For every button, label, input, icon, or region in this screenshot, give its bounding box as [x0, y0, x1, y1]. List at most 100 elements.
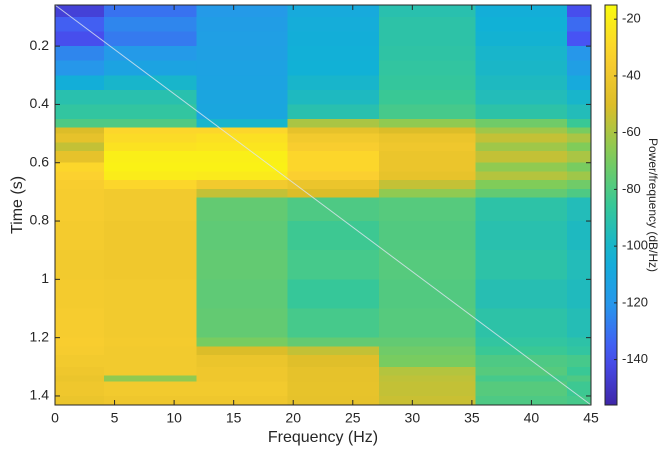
x-tick-label: 15 [226, 410, 242, 426]
heatmap-cell [475, 366, 568, 377]
colorbar-tick-label: -120 [622, 294, 648, 309]
heatmap-cell [567, 375, 591, 382]
heatmap-cell [55, 133, 105, 143]
heatmap-cell [55, 16, 105, 33]
heatmap-cell [103, 375, 198, 382]
heatmap-cell [196, 171, 288, 181]
heatmap-cell [567, 180, 591, 190]
heatmap-cell [196, 337, 288, 347]
heatmap-cell [287, 104, 380, 120]
heatmap-cell [287, 366, 380, 377]
colorbar-tick-label: -80 [622, 181, 641, 196]
heatmap-cell [475, 221, 568, 251]
heatmap-cell [103, 75, 198, 91]
heatmap-cell [475, 346, 568, 356]
heatmap-cell [378, 5, 476, 18]
heatmap-cell [475, 180, 568, 190]
heatmap-cell [378, 60, 476, 76]
heatmap-cell [378, 250, 476, 280]
heatmap-cell [287, 308, 380, 339]
heatmap-cell [196, 104, 288, 120]
heatmap-cell [287, 75, 380, 91]
heatmap-cell [55, 118, 105, 129]
heatmap-cell [287, 346, 380, 356]
heatmap-cell [567, 366, 591, 377]
heatmap-cell [287, 162, 380, 172]
heatmap-cell [378, 375, 476, 382]
x-tick-label: 40 [524, 410, 540, 426]
colorbar-tick-label: -140 [622, 351, 648, 366]
heatmap-cell [196, 197, 288, 222]
heatmap-cell [475, 337, 568, 347]
heatmap-cell [103, 5, 198, 18]
heatmap-cell [103, 31, 198, 47]
heatmap-cell [475, 142, 568, 152]
heatmap-cell [196, 355, 288, 368]
heatmap-cell [287, 118, 380, 129]
heatmap-cell [475, 375, 568, 382]
heatmap-cell [103, 89, 198, 105]
heatmap-cell [287, 151, 380, 164]
heatmap-cell [287, 180, 380, 190]
heatmap-cell [287, 279, 380, 309]
heatmap-cell [103, 355, 198, 368]
y-tick-label: 0.6 [30, 153, 50, 169]
heatmap-cell [378, 366, 476, 377]
heatmap-cell [103, 346, 198, 356]
heatmap-cell [103, 180, 198, 190]
heatmap-cell [378, 171, 476, 181]
heatmap-cell [378, 279, 476, 309]
heatmap-cell [196, 118, 288, 129]
x-tick-label: 5 [111, 410, 119, 426]
heatmap-cell [103, 171, 198, 181]
heatmap-cell [196, 5, 288, 18]
heatmap-cell [378, 142, 476, 152]
heatmap-cell [475, 151, 568, 164]
heatmap-cell [196, 180, 288, 190]
heatmap-cell [196, 142, 288, 152]
heatmap-cell [567, 5, 591, 18]
heatmap-cell [55, 127, 105, 135]
heatmap-cell [103, 127, 198, 135]
x-tick-label: 0 [51, 410, 59, 426]
heatmap-cell [55, 89, 105, 105]
colorbar-tick-label: -40 [622, 67, 641, 82]
heatmap-cell [287, 395, 380, 405]
heatmap-cell [196, 133, 288, 143]
colorbar-label: Power/frequency (dB/Hz) [646, 138, 660, 272]
heatmap-cell [55, 75, 105, 91]
heatmap-cell [378, 337, 476, 347]
heatmap-cell [287, 89, 380, 105]
heatmap-cell [103, 366, 198, 377]
heatmap-cell [103, 118, 198, 129]
colorbar [604, 4, 618, 406]
heatmap-cell [196, 381, 288, 397]
heatmap-cell [378, 133, 476, 143]
heatmap-cell [103, 308, 198, 339]
heatmap-cell [287, 142, 380, 152]
heatmap-cell [475, 89, 568, 105]
heatmap-cell [378, 395, 476, 405]
heatmap-cell [196, 127, 288, 135]
heatmap-cell [475, 250, 568, 280]
heatmap-cell [287, 250, 380, 280]
heatmap-cell [55, 366, 105, 377]
heatmap-cell [475, 133, 568, 143]
heatmap-cell [378, 31, 476, 47]
y-tick-label: 0.2 [30, 37, 50, 53]
heatmap-cell [378, 118, 476, 129]
heatmap-cell [103, 197, 198, 222]
heatmap-cell [567, 197, 591, 222]
heatmap-cell [567, 355, 591, 368]
heatmap-cell [475, 46, 568, 62]
heatmap-cell [567, 151, 591, 164]
heatmap-cell [103, 46, 198, 62]
heatmap-cell [287, 60, 380, 76]
heatmap-cell [196, 395, 288, 405]
heatmap-cell [55, 162, 105, 172]
heatmap-cell [103, 16, 198, 33]
x-tick-label: 10 [166, 410, 182, 426]
heatmap-cell [103, 104, 198, 120]
heatmap-cell [378, 75, 476, 91]
heatmap-cell [378, 221, 476, 251]
